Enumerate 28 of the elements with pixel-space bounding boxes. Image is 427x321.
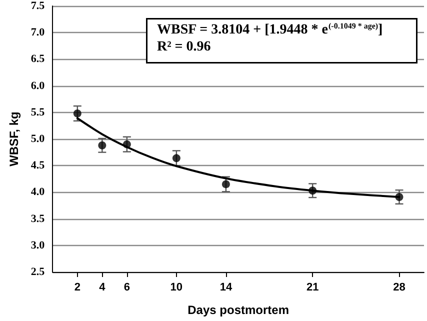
y-tick-label: 7.0 <box>30 26 46 39</box>
point <box>222 180 230 188</box>
y-tick-label: 5.5 <box>30 106 46 118</box>
y-tick-label: 7.5 <box>30 0 46 12</box>
y-tick-label: 4.0 <box>30 186 46 198</box>
y-tick-label: 3.0 <box>30 239 46 252</box>
y-tick-label: 3.5 <box>30 212 46 225</box>
x-tick-label: 2 <box>74 282 80 294</box>
point <box>98 141 106 150</box>
point <box>308 186 317 195</box>
point <box>122 140 131 148</box>
x-axis-title: Days postmortem <box>188 303 290 317</box>
x-tick-label: 21 <box>306 282 319 294</box>
point <box>172 154 180 162</box>
point <box>395 192 404 201</box>
x-tick-label: 14 <box>220 282 233 294</box>
y-tick-label: 5.0 <box>30 133 46 145</box>
point <box>73 109 82 118</box>
x-tick-label: 4 <box>99 282 106 294</box>
x-tick-label: 10 <box>170 282 183 294</box>
y-axis-title: WBSF, kg <box>7 112 21 166</box>
y-tick-label: 6.5 <box>30 53 46 66</box>
y-tick-label: 6.0 <box>30 80 46 92</box>
x-tick-label: 28 <box>393 282 406 294</box>
annotation: R² = 0.96 <box>157 40 211 54</box>
y-tick-label: 4.5 <box>30 160 46 172</box>
y-tick-label: 2.5 <box>30 266 46 278</box>
x-tick-label: 6 <box>124 282 130 294</box>
